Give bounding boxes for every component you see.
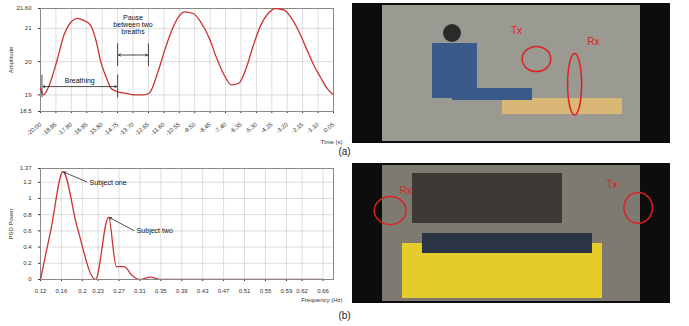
html-text:(a): (a) — [338, 146, 351, 157]
svg-text:0.35: 0.35 — [155, 288, 167, 294]
svg-text:-0.05: -0.05 — [321, 121, 336, 135]
svg-text:0.2: 0.2 — [23, 260, 32, 266]
svg-text:0.62: 0.62 — [296, 288, 308, 294]
svg-text:Rx: Rx — [587, 36, 599, 47]
svg-text:21: 21 — [25, 25, 32, 31]
svg-text:21.60: 21.60 — [16, 5, 32, 11]
svg-text:-16.85: -16.85 — [72, 121, 89, 137]
svg-text:0.66: 0.66 — [317, 288, 329, 294]
svg-text:-5.30: -5.30 — [244, 121, 259, 135]
svg-text:-12.65: -12.65 — [133, 121, 150, 137]
svg-text:1.2: 1.2 — [23, 179, 32, 185]
svg-text:Amplitude: Amplitude — [8, 46, 14, 73]
html-text:(b): (b) — [338, 310, 351, 321]
svg-text:Subject one: Subject one — [90, 179, 127, 187]
svg-text:0.39: 0.39 — [176, 288, 188, 294]
svg-text:-3.20: -3.20 — [275, 121, 290, 135]
svg-text:Time (s): Time (s) — [321, 139, 343, 145]
svg-text:0.55: 0.55 — [260, 288, 272, 294]
svg-text:-13.70: -13.70 — [118, 121, 135, 137]
svg-text:0.23: 0.23 — [92, 288, 104, 294]
svg-text:Breathing: Breathing — [65, 77, 95, 85]
svg-text:-17.90: -17.90 — [56, 121, 73, 137]
svg-text:Subject two: Subject two — [137, 227, 173, 235]
svg-text:Rx: Rx — [400, 185, 412, 196]
svg-text:-6.35: -6.35 — [229, 121, 244, 135]
svg-text:Tx: Tx — [511, 25, 522, 36]
svg-text:0.16: 0.16 — [56, 288, 68, 294]
svg-text:0.51: 0.51 — [239, 288, 251, 294]
svg-text:0.27: 0.27 — [113, 288, 125, 294]
svg-text:-9.50: -9.50 — [182, 121, 197, 135]
svg-text:-20.00: -20.00 — [25, 121, 42, 137]
svg-text:Tx: Tx — [606, 179, 617, 190]
svg-text:0.59: 0.59 — [281, 288, 293, 294]
svg-text:20: 20 — [25, 59, 32, 65]
svg-text:-8.45: -8.45 — [198, 121, 213, 135]
svg-text:1.37: 1.37 — [20, 165, 32, 171]
svg-text:0.6: 0.6 — [23, 228, 32, 234]
svg-text:0.43: 0.43 — [197, 288, 209, 294]
svg-text:0.12: 0.12 — [35, 288, 47, 294]
svg-text:1: 1 — [28, 195, 32, 201]
svg-text:-7.40: -7.40 — [213, 121, 228, 135]
svg-text:-14.75: -14.75 — [103, 121, 120, 137]
svg-text:0.2: 0.2 — [78, 288, 87, 294]
svg-text:-15.80: -15.80 — [87, 121, 104, 137]
svg-text:-11.60: -11.60 — [149, 121, 166, 137]
svg-text:Pausebetween twobreaths: Pausebetween twobreaths — [113, 14, 152, 35]
svg-text:-1.10: -1.10 — [306, 121, 321, 135]
svg-text:PSD Power: PSD Power — [8, 208, 14, 239]
svg-text:0.47: 0.47 — [218, 288, 230, 294]
svg-text:18.5: 18.5 — [20, 108, 32, 114]
svg-text:19: 19 — [25, 92, 32, 98]
svg-text:-2.15: -2.15 — [290, 121, 305, 135]
svg-text:0.31: 0.31 — [134, 288, 146, 294]
svg-text:0: 0 — [28, 276, 32, 282]
svg-text:0.4: 0.4 — [23, 244, 32, 250]
svg-text:-10.55: -10.55 — [164, 121, 181, 137]
svg-text:0.8: 0.8 — [23, 212, 32, 218]
svg-text:-18.95: -18.95 — [41, 121, 58, 137]
svg-text:Frequency (Hz): Frequency (Hz) — [301, 297, 342, 303]
svg-text:-4.25: -4.25 — [259, 121, 274, 135]
